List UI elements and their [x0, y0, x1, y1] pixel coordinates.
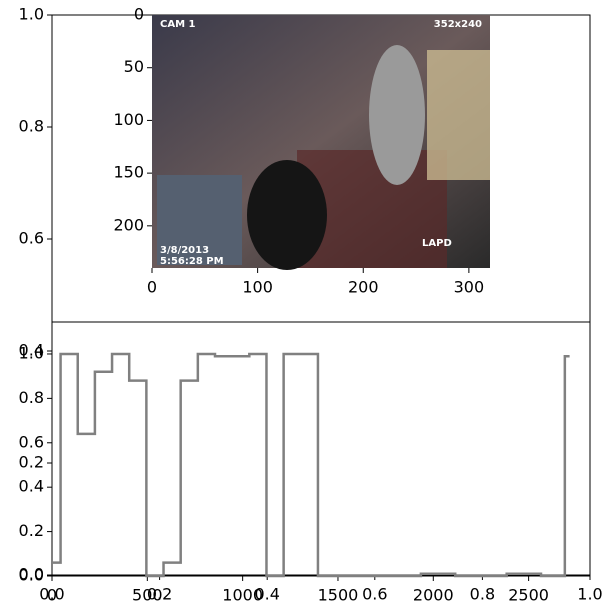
x-tick-label: 1500 — [318, 586, 359, 605]
x-tick-label: 0.0 — [39, 585, 64, 604]
y-tick-label: 0.2 — [19, 521, 44, 540]
x-tick-label: 0 — [147, 278, 157, 297]
photo-shelf — [427, 50, 490, 180]
x-tick-label: 100 — [242, 278, 273, 297]
y-tick-label: 50 — [124, 57, 144, 76]
y-tick-label: 0.8 — [19, 388, 44, 407]
image-text: 3/8/2013 — [160, 245, 209, 256]
y-tick-label: 1.0 — [19, 5, 44, 24]
x-tick-label: 0 — [47, 586, 57, 605]
y-tick-label: 0.6 — [19, 229, 44, 248]
y-tick-label: 0 — [134, 5, 144, 24]
image-text: 5:56:28 PM — [160, 256, 224, 267]
image-text: 352x240 — [434, 19, 482, 30]
x-tick-label: 300 — [454, 278, 485, 297]
x-tick-label: 500 — [132, 586, 163, 605]
x-tick-label: 0.4 — [254, 585, 279, 604]
x-tick-label: 0.8 — [470, 585, 495, 604]
x-tick-label: 2000 — [413, 586, 454, 605]
y-tick-label: 0.4 — [19, 341, 44, 360]
y-tick-label: 200 — [113, 215, 144, 234]
y-tick-label: 150 — [113, 163, 144, 182]
x-tick-label: 0.2 — [147, 585, 172, 604]
step-line — [52, 352, 570, 578]
y-tick-label: 0.2 — [19, 453, 44, 472]
y-tick-label: 0.0 — [19, 566, 44, 585]
x-tick-label: 2500 — [508, 586, 549, 605]
photo-figure — [369, 45, 425, 185]
photo-figure — [247, 160, 327, 270]
x-tick-label: 1000 — [222, 586, 263, 605]
x-tick-label: 0.6 — [362, 585, 387, 604]
axes-frame — [51, 321, 591, 577]
photo-atm — [157, 175, 242, 265]
y-tick-label: 1.0 — [19, 343, 44, 362]
image-text: CAM 1 — [160, 19, 196, 30]
y-tick-label: 0.6 — [19, 432, 44, 451]
y-tick-label: 0.8 — [19, 117, 44, 136]
y-tick-label: 0.4 — [19, 477, 44, 496]
y-tick-label: 100 — [113, 110, 144, 129]
y-tick-label: 0.0 — [19, 565, 44, 584]
x-tick-label: 1.0 — [577, 585, 602, 604]
image-text: LAPD — [422, 238, 452, 249]
x-tick-label: 200 — [348, 278, 379, 297]
